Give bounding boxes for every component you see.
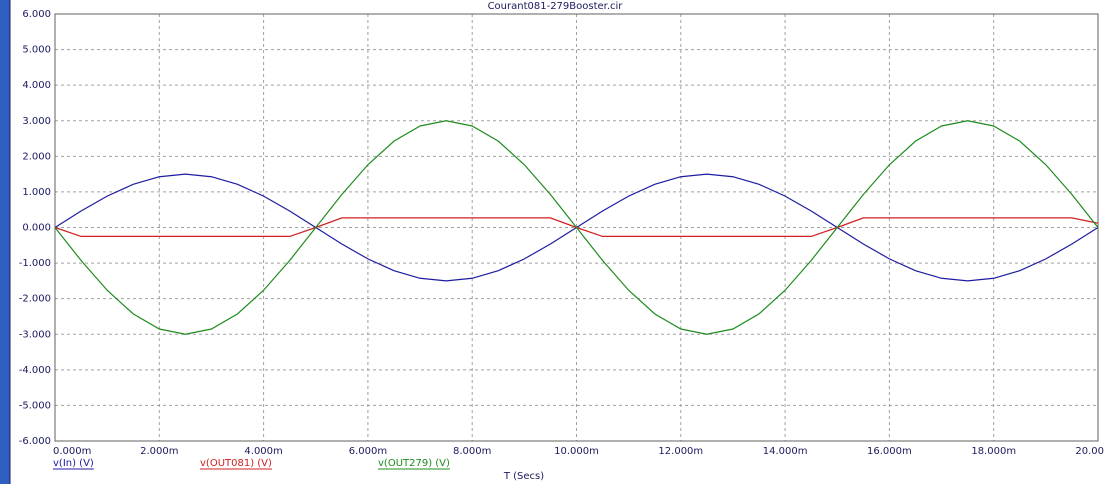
y-tick-label: 5.000 (22, 45, 51, 56)
x-tick-label: 8.000m (453, 446, 491, 457)
legend-entry: v(In) (V) (53, 458, 94, 469)
x-tick-label: 20.00 (1075, 446, 1104, 457)
y-tick-label: 3.000 (22, 116, 51, 127)
y-tick-label: -6.000 (19, 436, 51, 447)
y-tick-label: 1.000 (22, 187, 51, 198)
x-tick-label: 12.000m (658, 446, 703, 457)
x-tick-label: 18.000m (971, 446, 1016, 457)
y-tick-label: 4.000 (22, 80, 51, 91)
y-tick-label: -5.000 (19, 400, 51, 411)
x-axis-label: T (Secs) (503, 471, 544, 482)
y-tick-label: -4.000 (19, 365, 51, 376)
x-tick-label: 6.000m (349, 446, 387, 457)
x-tick-label: 14.000m (763, 446, 808, 457)
y-tick-label: -1.000 (19, 258, 51, 269)
side-panel (0, 0, 10, 484)
legend-entry: v(OUT081) (V) (200, 458, 272, 469)
y-tick-label: 6.000 (22, 9, 51, 20)
x-tick-label: 16.000m (867, 446, 912, 457)
chart-title: Courant081-279Booster.cir (488, 1, 624, 12)
x-tick-label: 4.000m (244, 446, 282, 457)
series-line (54, 120, 1099, 335)
y-tick-label: 0.000 (22, 223, 51, 234)
x-tick-label: 10.000m (554, 446, 599, 457)
x-tick-label: 2.000m (140, 446, 178, 457)
legend-entry: v(OUT279) (V) (378, 458, 450, 469)
x-tick-label: 0.000m (53, 446, 91, 457)
y-tick-label: -2.000 (19, 294, 51, 305)
y-tick-label: -3.000 (19, 329, 51, 340)
y-tick-label: 2.000 (22, 151, 51, 162)
